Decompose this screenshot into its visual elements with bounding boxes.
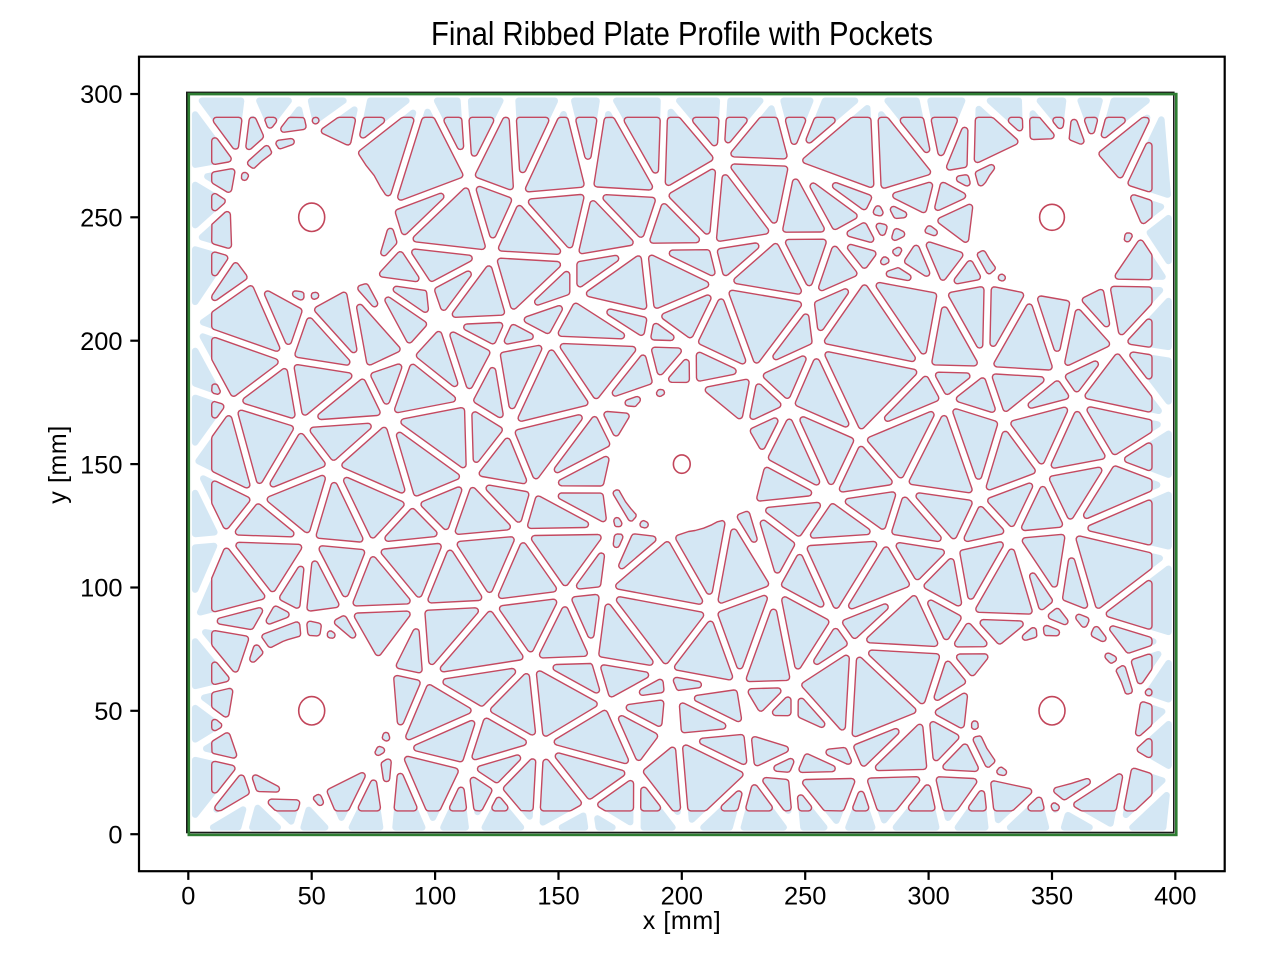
svg-text:250: 250 bbox=[784, 883, 826, 911]
svg-text:200: 200 bbox=[80, 328, 122, 356]
svg-text:100: 100 bbox=[414, 883, 456, 911]
svg-text:50: 50 bbox=[298, 883, 326, 911]
svg-text:300: 300 bbox=[80, 81, 122, 109]
svg-text:0: 0 bbox=[108, 821, 122, 849]
svg-text:300: 300 bbox=[907, 883, 949, 911]
svg-text:100: 100 bbox=[80, 575, 122, 603]
svg-text:150: 150 bbox=[537, 883, 579, 911]
svg-text:0: 0 bbox=[181, 883, 195, 911]
svg-text:250: 250 bbox=[80, 205, 122, 233]
svg-text:y [mm]: y [mm] bbox=[44, 425, 72, 504]
svg-text:Final Ribbed Plate Profile wit: Final Ribbed Plate Profile with Pockets bbox=[431, 16, 933, 53]
svg-text:x [mm]: x [mm] bbox=[643, 907, 722, 935]
svg-text:50: 50 bbox=[94, 698, 122, 726]
svg-text:200: 200 bbox=[661, 883, 703, 911]
svg-text:150: 150 bbox=[80, 451, 122, 479]
svg-text:350: 350 bbox=[1031, 883, 1073, 911]
svg-text:400: 400 bbox=[1154, 883, 1196, 911]
